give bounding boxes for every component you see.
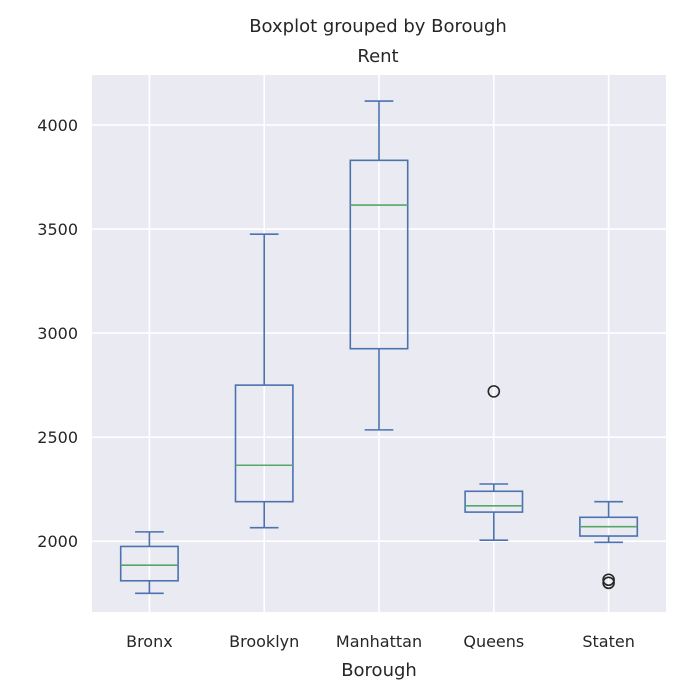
box-bronx: [119, 531, 179, 595]
outlier-point: [602, 573, 615, 587]
box-manhattan: [349, 100, 409, 431]
x-tick-label-bronx: Bronx: [126, 632, 173, 651]
y-tick-label: 4000: [37, 116, 78, 135]
iqr-box: [119, 545, 179, 582]
chart-title: Rent: [357, 46, 398, 67]
y-tick-labels: 2000 2500 3000 3500 4000: [37, 116, 78, 551]
box-queens: [464, 385, 524, 541]
y-tick-label: 3500: [37, 220, 78, 239]
iqr-box: [349, 159, 409, 350]
x-axis-label: Borough: [341, 660, 417, 681]
y-tick-label: 2500: [37, 428, 78, 447]
x-tick-label-staten: Staten: [582, 632, 635, 651]
boxes: [119, 100, 639, 595]
chart-suptitle: Boxplot grouped by Borough: [249, 16, 507, 37]
y-tick-label: 2000: [37, 532, 78, 551]
outlier-point: [602, 576, 615, 590]
y-tick-label: 3000: [37, 324, 78, 343]
box-staten: [579, 500, 639, 590]
x-tick-labels: Bronx Brooklyn Manhattan Queens Staten: [126, 632, 635, 651]
x-tick-label-manhattan: Manhattan: [336, 632, 422, 651]
outlier-point: [487, 385, 501, 398]
iqr-box: [234, 384, 294, 503]
x-tick-label-queens: Queens: [463, 632, 524, 651]
x-tick-label-brooklyn: Brooklyn: [229, 632, 299, 651]
iqr-box: [464, 490, 524, 513]
box-brooklyn: [234, 233, 294, 529]
